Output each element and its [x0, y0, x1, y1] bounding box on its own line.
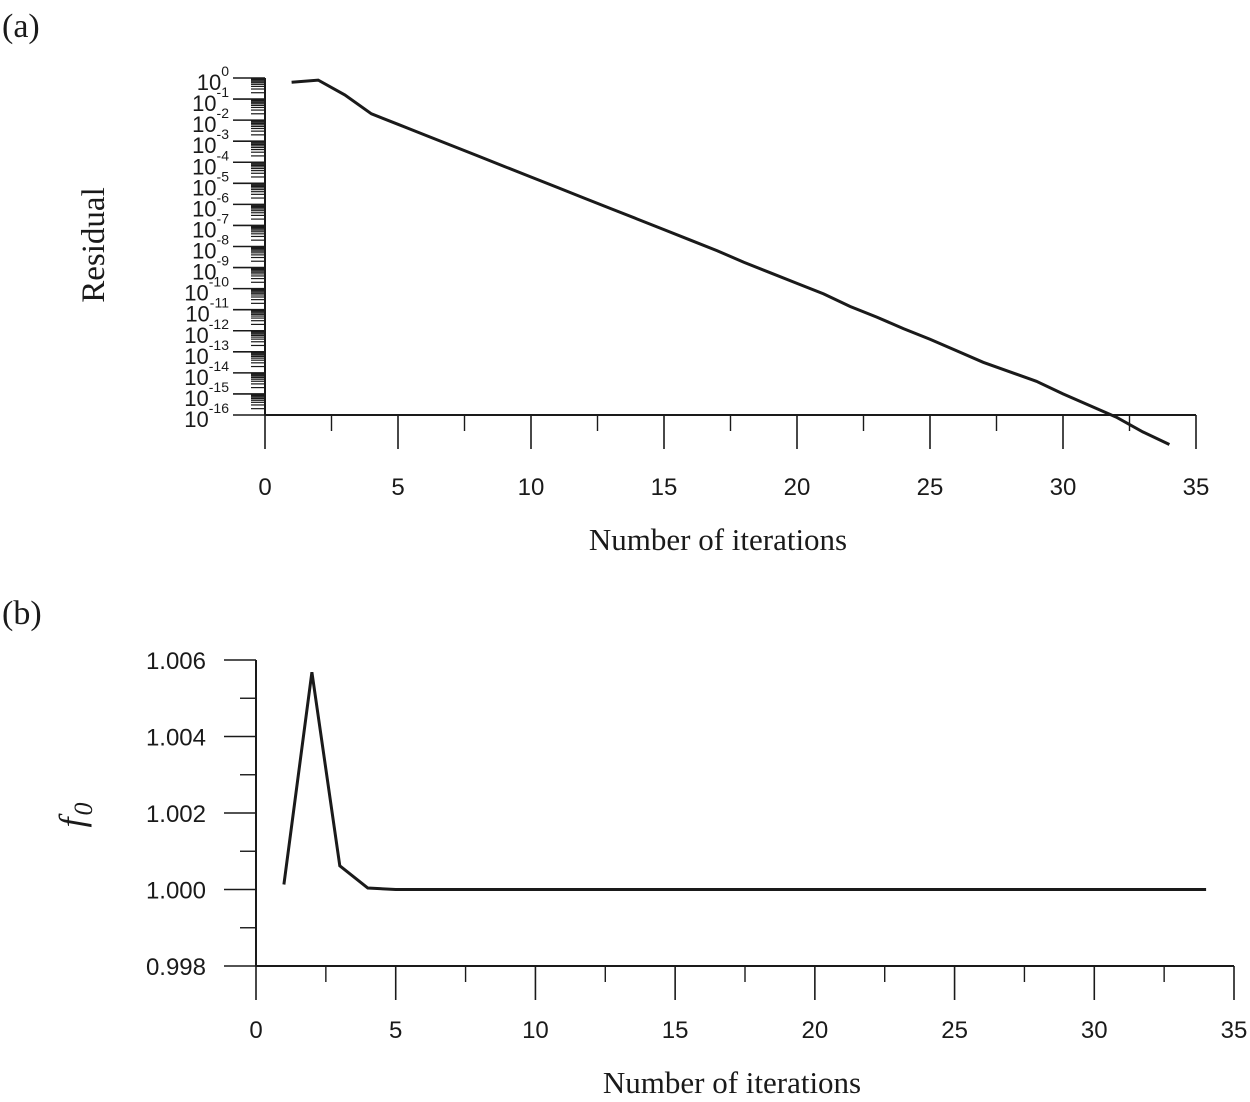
panel-b-x-tick-label: 30: [1081, 1017, 1108, 1044]
panel-a-y-tick-label: 10-2: [192, 105, 229, 137]
panel-b-x-tick-label: 20: [802, 1017, 829, 1044]
panel-b-y-tick-label: 1.002: [146, 801, 206, 828]
panel-b-label: (b): [2, 595, 42, 632]
panel-b-y-axis-label: f0: [52, 802, 98, 827]
panel-b-y-tick-label: 1.006: [146, 648, 206, 675]
panel-a-y-tick-label: 10-5: [192, 168, 229, 200]
panel-a-residual-line: [291, 78, 1171, 446]
panel-a: (a) 10010-110-210-310-410-510-610-710-81…: [2, 8, 1209, 557]
panel-a-x-tick-label: 15: [651, 474, 678, 501]
panel-b-x-tick-label: 5: [389, 1017, 402, 1044]
panel-a-x-tick-label: 10: [518, 474, 545, 501]
panel-b-y-tick-label: 0.998: [146, 954, 206, 981]
panel-b-y-tick-label: 1.004: [146, 725, 206, 752]
panel-a-x-tick-label: 30: [1050, 474, 1077, 501]
panel-a-y-tick-label: 10-6: [192, 189, 229, 221]
panel-a-x-axis-label: Number of iterations: [589, 522, 847, 557]
panel-a-y-ticks: 10010-110-210-310-410-510-610-710-810-91…: [184, 63, 265, 432]
panel-a-x-tick-label: 20: [784, 474, 811, 501]
panel-b-x-axis-label: Number of iterations: [603, 1065, 861, 1100]
panel-a-y-tick-label: 10-15: [184, 379, 229, 411]
panel-a-x-tick-label: 5: [391, 474, 404, 501]
panel-a-y-tick-label: 10-14: [184, 358, 229, 390]
panel-b-x-tick-label: 10: [522, 1017, 549, 1044]
panel-a-y-tick-label: 10-11: [185, 295, 229, 327]
panel-a-label: (a): [2, 8, 40, 45]
panel-a-y-axis-label: Residual: [76, 187, 112, 302]
panel-b-x-tick-label: 25: [941, 1017, 968, 1044]
panel-a-x-ticks: 0 5 10 15 20 25 30 35: [258, 415, 1209, 501]
panel-a-x-tick-label: 0: [258, 474, 271, 501]
panel-a-y-tick-label: 10-1: [192, 84, 229, 116]
panel-b-x-tick-label: 15: [662, 1017, 689, 1044]
panel-b-x-tick-label: 0: [249, 1017, 262, 1044]
panel-a-y-tick-label: 10-8: [192, 232, 229, 264]
panel-b-x-ticks: 0 5 10 15 20 25 30 35: [249, 966, 1247, 1044]
panel-a-y-tick-label: 10-12: [184, 316, 229, 348]
panel-a-y-tick-label: 10-13: [184, 337, 229, 369]
panel-b: (b) 0.998 1.000 1.002 1.004 1.006 0 5 10 15 20 25…: [2, 595, 1247, 1100]
panel-a-y-tick-label: 10-9: [192, 253, 229, 285]
panel-b-x-tick-label: 35: [1221, 1017, 1248, 1044]
panel-a-y-tick-label: 10-4: [192, 147, 229, 179]
panel-a-y-tick-label: 10-16: [184, 400, 229, 432]
panel-b-y-ticks: 0.998 1.000 1.002 1.004 1.006: [146, 648, 256, 981]
panel-b-y-tick-label: 1.000: [146, 878, 206, 905]
panel-a-y-tick-label: 100: [197, 63, 229, 95]
panel-a-y-tick-label: 10-3: [192, 126, 229, 158]
panel-a-x-tick-label: 25: [917, 474, 944, 501]
panel-b-f0-line: [282, 671, 1207, 891]
panel-b-axes: [255, 660, 1234, 967]
panel-a-x-tick-label: 35: [1183, 474, 1210, 501]
panel-a-y-tick-label: 10-10: [184, 274, 229, 306]
panel-a-y-tick-label: 10-7: [192, 210, 229, 242]
